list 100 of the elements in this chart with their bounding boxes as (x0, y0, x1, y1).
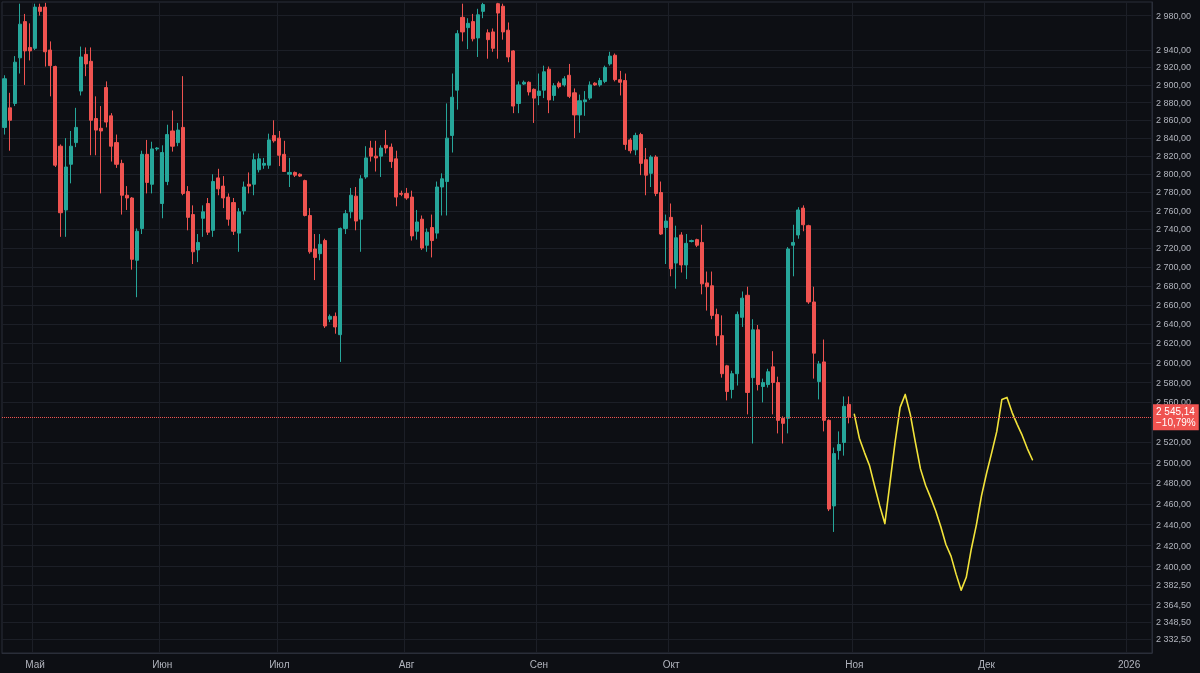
y-tick-label: 2 348,50 (1156, 616, 1192, 627)
candlestick (842, 395, 846, 457)
y-tick-label: 2 820,00 (1156, 151, 1192, 162)
candlestick (796, 206, 800, 240)
candlestick (79, 46, 83, 96)
candlestick (689, 239, 694, 243)
y-tick-label: 2 720,00 (1156, 243, 1192, 254)
candlestick (557, 80, 561, 89)
candlestick (74, 107, 78, 148)
y-tick-label: 2 480,00 (1156, 478, 1192, 489)
candlestick (593, 81, 597, 87)
candlestick (349, 187, 353, 219)
y-tick-label: 2 980,00 (1156, 10, 1192, 21)
candlestick (13, 55, 17, 107)
candlestick (471, 13, 475, 42)
candlestick (562, 75, 566, 88)
candlestick (415, 209, 419, 241)
candlestick (837, 430, 841, 461)
candlestick (176, 122, 180, 147)
y-tick-label: 2 520,00 (1156, 437, 1192, 448)
y-tick-label: 2 940,00 (1156, 45, 1192, 56)
candlestick (684, 233, 688, 280)
candlestick (801, 204, 805, 232)
candlestick (450, 73, 454, 154)
candlestick (318, 233, 322, 261)
candlestick (69, 130, 73, 184)
candlestick (547, 66, 551, 114)
x-tick-label: Июл (269, 658, 290, 670)
candlestick (552, 82, 556, 102)
candlestick (751, 318, 755, 444)
candlestick (364, 145, 368, 180)
x-tick-label: Июн (152, 658, 173, 670)
y-tick-label: 2 920,00 (1156, 62, 1192, 73)
y-tick-label: 2 460,00 (1156, 498, 1192, 509)
candlestick (354, 186, 358, 231)
candlestick (832, 447, 836, 533)
candlestick (18, 3, 22, 75)
x-tick-label: Авг (398, 658, 415, 670)
x-tick-label: Окт (662, 658, 680, 670)
candlestick (679, 231, 683, 273)
candlestick (608, 51, 612, 67)
candlestick (211, 173, 215, 238)
y-tick-label: 2 440,00 (1156, 519, 1192, 530)
candlestick (379, 144, 383, 178)
y-tick-label: 2 600,00 (1156, 357, 1192, 368)
y-tick-label: 2 400,00 (1156, 561, 1192, 572)
candlestick (206, 197, 210, 236)
y-tick-label: 2 840,00 (1156, 133, 1192, 144)
y-tick-label: 2 880,00 (1156, 97, 1192, 108)
candlestick (2, 74, 7, 136)
x-tick-label: Дек (978, 658, 996, 670)
y-tick-label: 2 620,00 (1156, 338, 1192, 349)
candlestick (669, 203, 673, 277)
candlestick (430, 214, 434, 258)
y-tick-label: 2 500,00 (1156, 457, 1192, 468)
x-tick-label: Май (25, 658, 45, 670)
line-series (853, 393, 1034, 591)
candlestick (201, 204, 205, 238)
y-tick-label: 2 800,00 (1156, 169, 1192, 180)
candlestick (786, 246, 790, 434)
y-tick-label: 2 900,00 (1156, 79, 1192, 90)
candlestick (481, 2, 485, 19)
candlestick (791, 224, 795, 277)
candlestick (664, 214, 668, 265)
candlestick (328, 313, 332, 323)
candlestick (33, 3, 37, 51)
candlestick (756, 324, 760, 391)
candlestick (588, 80, 592, 101)
candlestick (476, 8, 480, 58)
y-tick-label: 2 640,00 (1156, 319, 1192, 330)
candlestick (170, 110, 175, 153)
x-tick-label: Сен (529, 658, 548, 670)
candlestick (359, 174, 363, 253)
y-tick-label: 2 660,00 (1156, 299, 1192, 310)
candlestick (633, 132, 638, 156)
candlestick (425, 227, 429, 253)
candlestick (323, 238, 327, 329)
y-tick-label: 2 780,00 (1156, 187, 1192, 198)
y-tick-label: 2 740,00 (1156, 224, 1192, 235)
y-tick-label: 2 364,50 (1156, 599, 1192, 610)
candlestick (247, 171, 251, 194)
y-tick-label: 2 420,00 (1156, 540, 1192, 551)
candlestick (140, 150, 144, 235)
candlestick (287, 157, 292, 188)
x-tick-label: Ноя (845, 658, 864, 670)
y-tick-label: 2 700,00 (1156, 261, 1192, 272)
candlestick (460, 3, 465, 42)
candlestick (135, 227, 139, 298)
candlestick (466, 17, 470, 50)
x-tick-label: 2026 (1117, 658, 1141, 670)
candlestick (817, 360, 821, 400)
candlestick (8, 92, 12, 152)
candlestick (745, 286, 750, 415)
candlestick (649, 154, 653, 188)
y-tick-label: 2 382,50 (1156, 580, 1192, 591)
candlestick (455, 29, 459, 111)
y-tick-label: 2 580,00 (1156, 377, 1192, 388)
candlestick (333, 312, 337, 335)
ref-line-label: 2 545,14 −10,79% (1156, 406, 1196, 429)
y-tick-label: 2 760,00 (1156, 205, 1192, 216)
